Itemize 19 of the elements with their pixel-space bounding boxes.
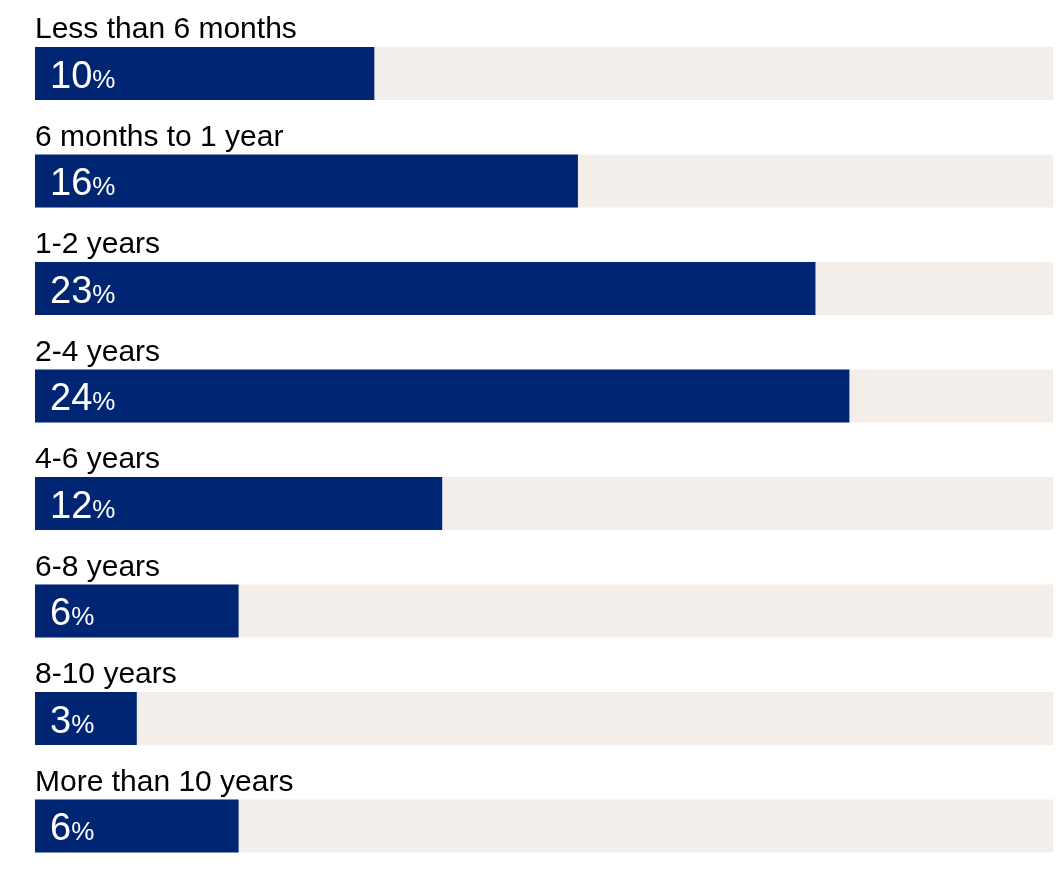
data-label: 16% xyxy=(50,161,116,203)
data-label: 3% xyxy=(50,698,95,741)
y-tick-label: 6 months to 1 year xyxy=(35,118,284,152)
bar xyxy=(35,584,239,638)
bar xyxy=(35,799,239,853)
y-tick-label: 4-6 years xyxy=(35,441,161,474)
y-tick-label: 6-8 years xyxy=(35,548,161,582)
data-label: 6% xyxy=(50,806,95,848)
y-tick-label: More than 10 years xyxy=(35,763,294,797)
data-label: 12% xyxy=(50,483,116,526)
data-label: 23% xyxy=(50,268,116,311)
bar xyxy=(35,692,137,745)
y-tick-label: Less than 6 months xyxy=(35,11,297,44)
y-tick-label: 1-2 years xyxy=(35,226,161,259)
data-label: 6% xyxy=(50,591,95,633)
y-tick-label: 8-10 years xyxy=(35,656,177,689)
data-label: 24% xyxy=(50,376,116,418)
data-label: 10% xyxy=(50,53,116,96)
y-tick-label: 2-4 years xyxy=(35,333,161,367)
